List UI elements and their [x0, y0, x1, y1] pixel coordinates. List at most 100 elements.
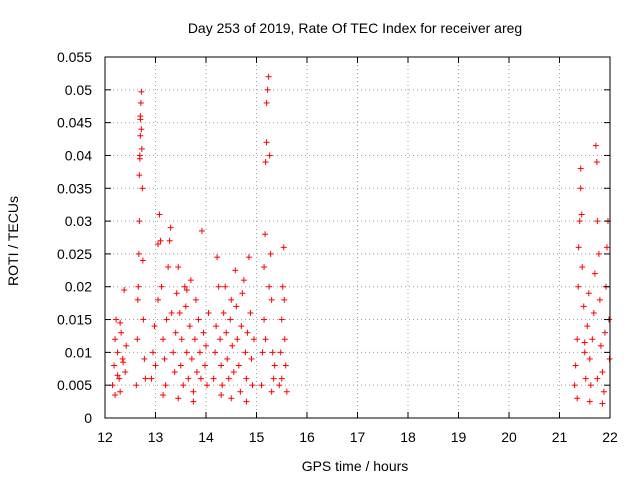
data-point	[281, 336, 288, 343]
data-point	[278, 375, 285, 382]
x-tick-label: 21	[552, 429, 568, 445]
data-point	[134, 296, 141, 303]
data-point	[190, 398, 197, 405]
x-tick-label: 20	[501, 429, 517, 445]
data-point	[230, 369, 237, 376]
data-point	[215, 283, 222, 290]
data-point	[186, 323, 193, 330]
data-point	[117, 388, 124, 395]
data-point	[117, 319, 124, 326]
data-point	[578, 211, 585, 218]
data-point	[228, 395, 235, 402]
data-point	[581, 349, 588, 356]
y-tick-label: 0.02	[65, 279, 92, 295]
data-point	[577, 165, 584, 172]
data-point	[575, 283, 582, 290]
data-point	[572, 362, 579, 369]
data-point	[280, 244, 287, 251]
data-point	[187, 277, 194, 284]
data-point	[223, 329, 230, 336]
data-point	[195, 316, 202, 323]
data-point	[283, 388, 290, 395]
data-point	[240, 277, 247, 284]
data-point	[175, 264, 182, 271]
data-point	[600, 388, 607, 395]
data-point	[262, 231, 269, 238]
data-point	[601, 329, 608, 336]
data-point	[140, 316, 147, 323]
data-point	[584, 323, 591, 330]
data-point	[136, 155, 143, 162]
data-point	[113, 316, 120, 323]
data-point	[234, 336, 241, 343]
axis-ticks	[104, 56, 611, 419]
data-point	[157, 237, 164, 244]
data-point	[220, 309, 227, 316]
data-point	[137, 132, 144, 139]
data-point	[138, 88, 145, 95]
x-tick-label: 18	[400, 429, 416, 445]
data-point	[218, 362, 225, 369]
data-point	[162, 382, 169, 389]
data-point	[603, 244, 610, 251]
data-point	[213, 323, 220, 330]
data-point	[271, 362, 278, 369]
data-point	[278, 316, 285, 323]
data-point	[599, 369, 606, 376]
data-point	[134, 336, 141, 343]
data-point	[585, 290, 592, 297]
data-point	[201, 362, 208, 369]
data-point	[192, 296, 199, 303]
data-point	[261, 316, 268, 323]
chart-title: Day 253 of 2019, Rate Of TEC Index for r…	[188, 20, 522, 36]
data-point	[266, 152, 273, 159]
data-point	[222, 283, 229, 290]
data-point	[182, 303, 189, 310]
data-point	[281, 296, 288, 303]
data-point	[190, 388, 197, 395]
data-point	[586, 355, 593, 362]
data-point	[181, 283, 188, 290]
data-point	[114, 349, 121, 356]
data-point	[594, 218, 601, 225]
y-tick-label: 0.03	[65, 213, 92, 229]
x-tick-label: 12	[97, 429, 113, 445]
data-point	[137, 99, 144, 106]
y-tick-label: 0.015	[57, 312, 92, 328]
data-point	[151, 323, 158, 330]
data-point	[135, 250, 142, 257]
data-point	[141, 355, 148, 362]
data-point	[261, 264, 268, 271]
data-points	[109, 73, 613, 407]
data-point	[168, 309, 175, 316]
data-point	[217, 336, 224, 343]
x-tick-label: 22	[602, 429, 618, 445]
data-point	[139, 257, 146, 264]
data-point	[218, 392, 225, 399]
data-point	[595, 250, 602, 257]
data-point	[160, 336, 167, 343]
y-tick-label: 0.045	[57, 115, 92, 131]
data-point	[606, 355, 613, 362]
data-point	[177, 362, 184, 369]
y-tick-label: 0.04	[65, 147, 92, 163]
data-point	[269, 349, 276, 356]
data-point	[225, 375, 232, 382]
data-point	[233, 303, 240, 310]
data-point	[188, 355, 195, 362]
data-point	[259, 349, 266, 356]
data-point	[183, 287, 190, 294]
data-point	[210, 375, 217, 382]
data-point	[262, 159, 269, 166]
data-point	[587, 382, 594, 389]
data-point	[235, 362, 242, 369]
data-point	[167, 224, 174, 231]
data-point	[577, 185, 584, 192]
data-point	[263, 99, 270, 106]
data-point	[196, 349, 203, 356]
data-point	[166, 237, 173, 244]
data-point	[250, 336, 257, 343]
data-point	[244, 329, 251, 336]
data-point	[123, 342, 130, 349]
